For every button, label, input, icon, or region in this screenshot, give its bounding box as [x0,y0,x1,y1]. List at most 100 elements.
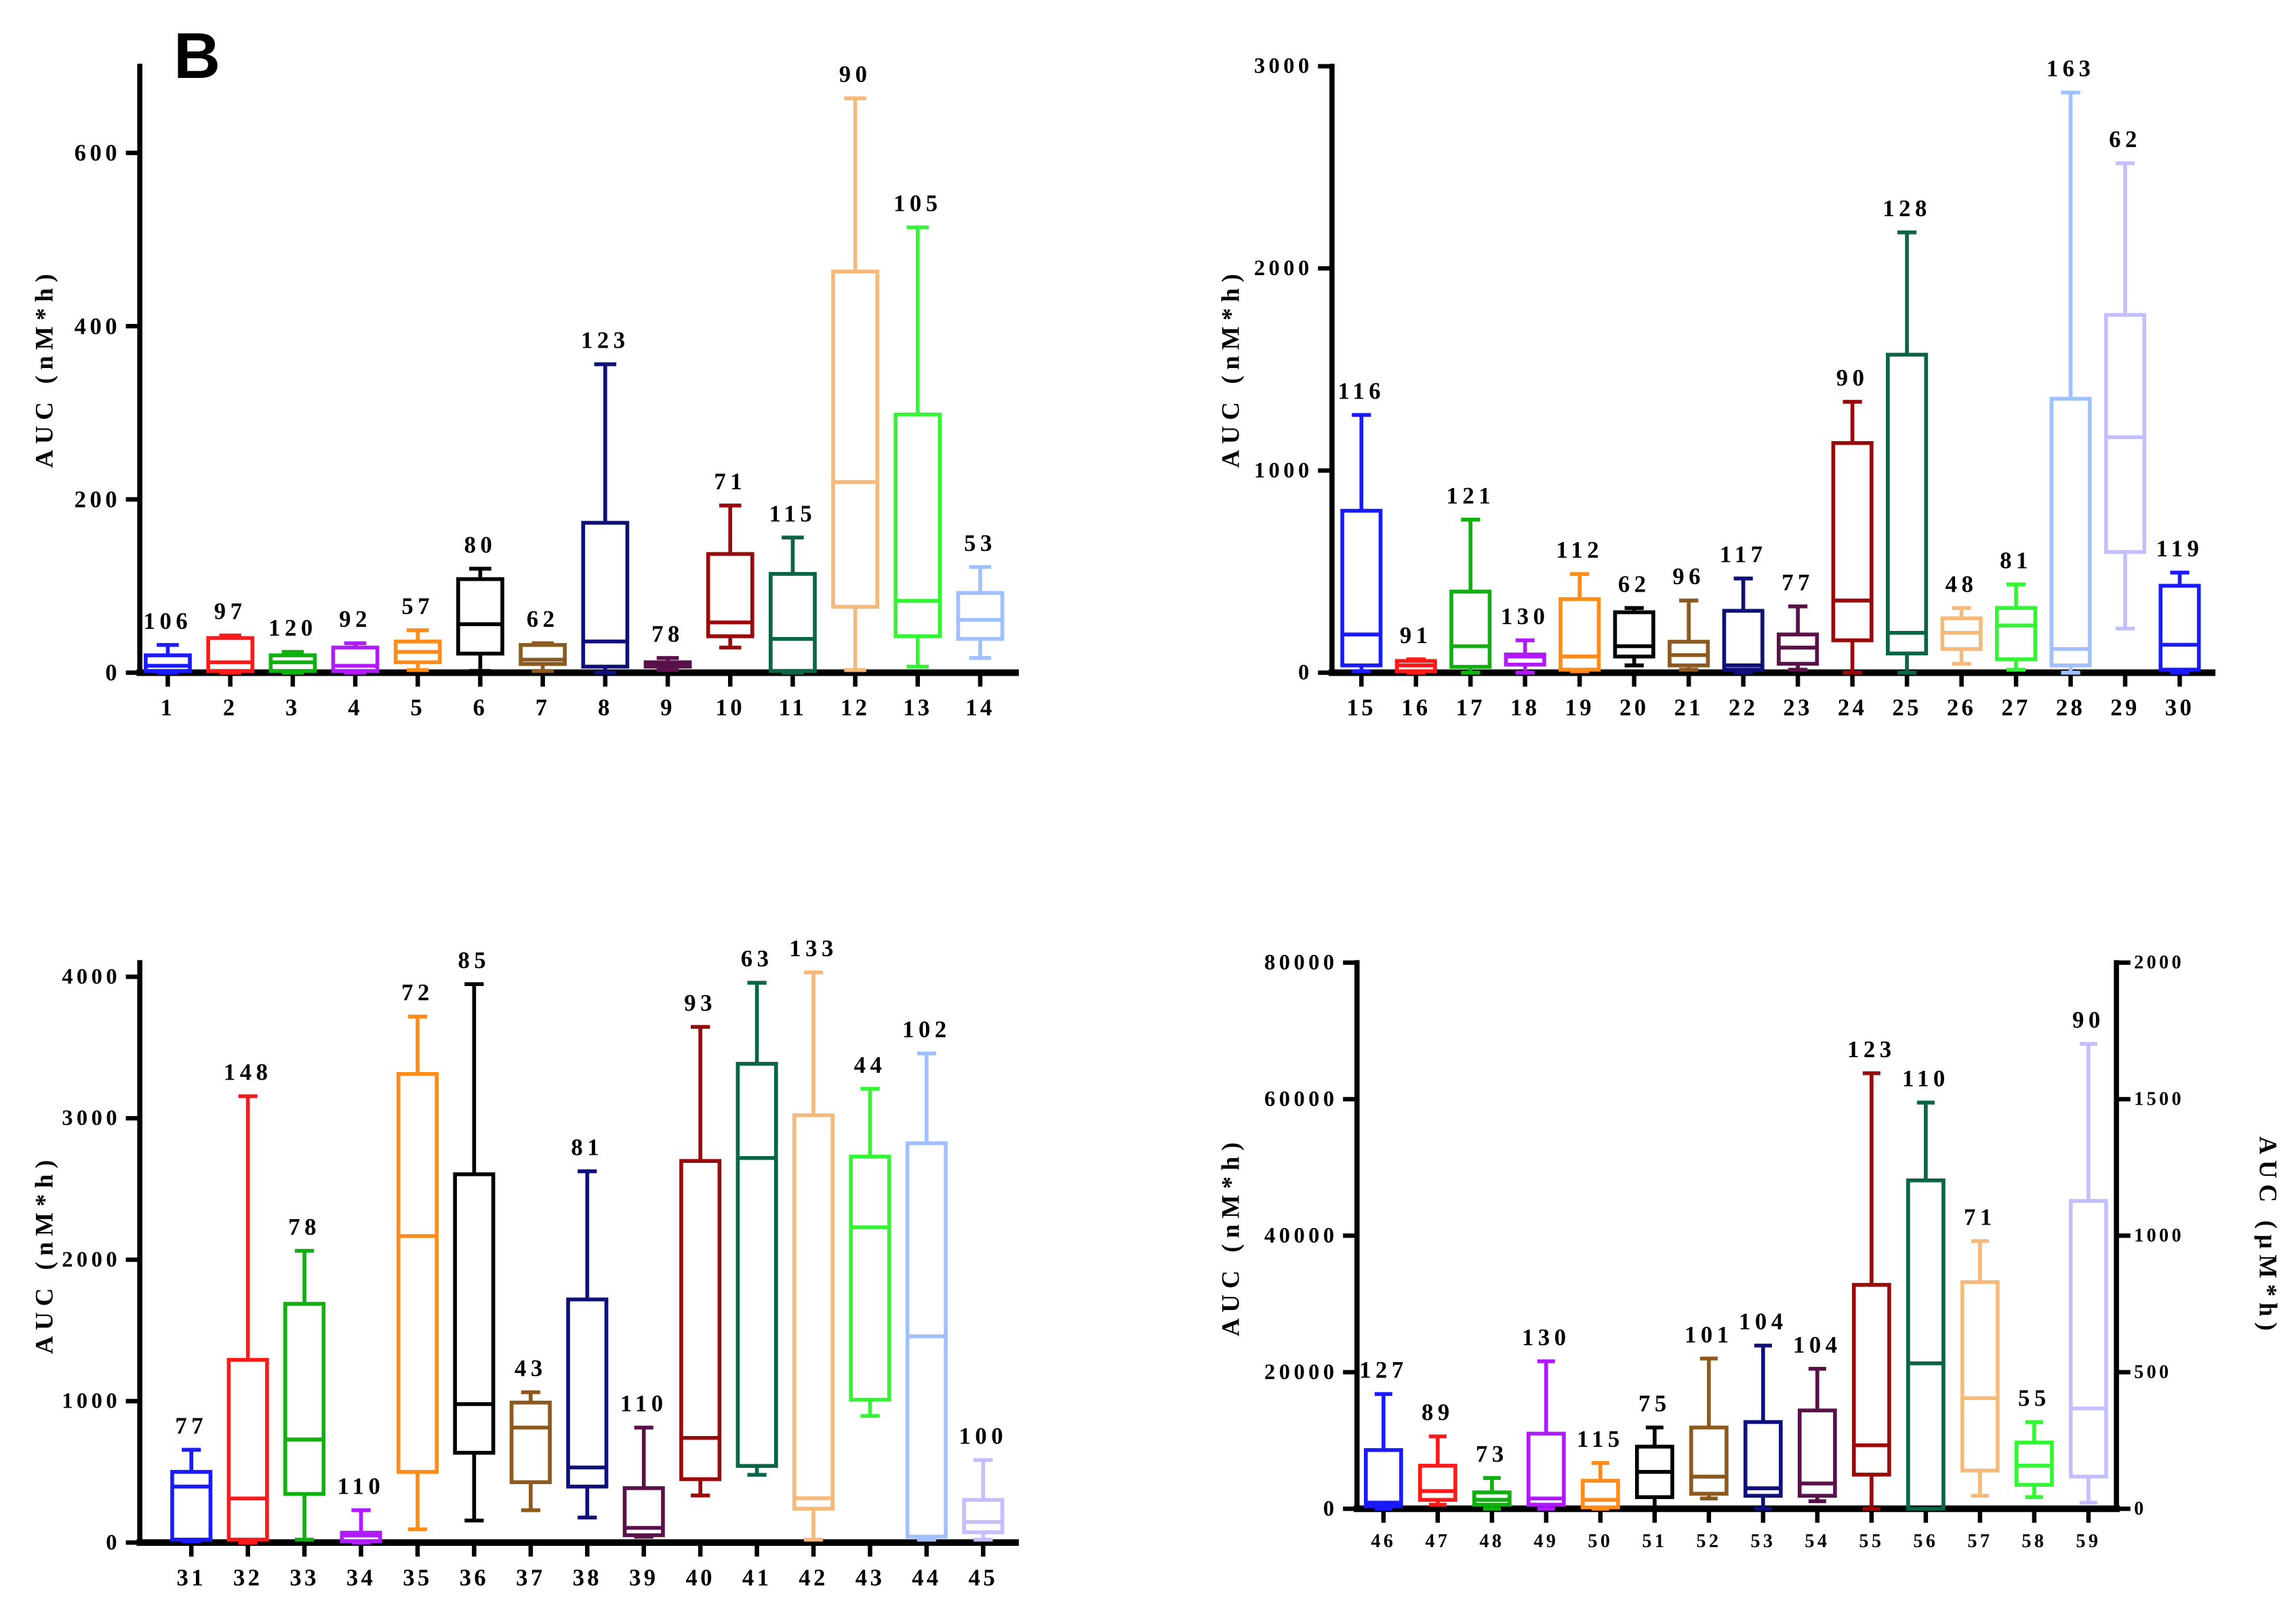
y-tick-label: 0 [106,1530,121,1555]
box-plot-1: 106 [144,608,192,675]
iqr-box [1449,590,1492,669]
iqr-box [1994,606,2038,661]
y-axis-label: AUC (nM*h) [31,268,59,468]
box-plot-22: 117 [1720,541,1767,675]
box-plot-7: 62 [519,606,567,673]
x-tick-label: 3 [285,695,300,721]
n-label: 112 [1556,537,1603,563]
y-tick-label: 0 [1323,1496,1338,1521]
box-plot-41: 63 [736,945,778,1477]
iqr-box [566,1297,609,1489]
x-tick-label: 38 [573,1564,602,1591]
box-plot-20: 62 [1613,571,1655,668]
n-label: 72 [401,979,434,1006]
x-tick-label: 48 [1479,1531,1504,1552]
box-plot-14: 53 [956,530,1005,660]
x-tick-label: 24 [1838,695,1867,721]
box-plot-38: 81 [566,1134,609,1520]
x-tick-label: 46 [1371,1531,1396,1552]
x-tick-label: 2 [223,695,238,721]
y2-tick-label: 500 [2134,1361,2171,1382]
box-plot-42: 133 [789,935,835,1542]
y-tick-label: 40000 [1264,1223,1338,1248]
iqr-box [1364,1448,1403,1509]
n-label: 89 [1422,1399,1454,1426]
y-tick-label: 0 [105,659,121,686]
box-plot-24: 90 [1831,365,1874,675]
box-plot-59: 90 [2068,1006,2108,1505]
n-label: 105 [893,190,942,217]
x-tick-label: 8 [598,695,613,721]
x-tick-label: 55 [1859,1531,1884,1552]
box-plot-3: 120 [268,615,317,675]
box-plot-47: 89 [1418,1399,1457,1507]
y-tick-label: 4000 [62,964,121,989]
box-plot-9: 78 [643,621,692,672]
iqr-box [893,412,942,638]
iqr-box [849,1154,891,1402]
box-plot-19: 112 [1556,537,1603,674]
x-tick-label: 19 [1565,695,1594,721]
n-label: 81 [571,1134,603,1160]
iqr-box [905,1141,948,1539]
box-plot-11: 115 [769,500,817,675]
box-plot-16: 91 [1394,622,1437,675]
iqr-box [769,572,817,673]
n-label: 104 [1739,1309,1788,1335]
iqr-box [622,1486,665,1538]
y-tick-label: 3000 [1254,54,1313,79]
x-tick-label: 51 [1642,1531,1667,1552]
box-plot-48: 73 [1472,1441,1512,1511]
box-plot-44: 102 [902,1017,948,1542]
n-label: 90 [839,61,872,87]
x-tick-label: 26 [1947,695,1976,721]
iqr-box [2014,1440,2054,1487]
n-label: 80 [464,531,497,558]
iqr-box [1340,508,1383,668]
iqr-box [1743,1420,1783,1498]
box-plot-45: 100 [959,1423,1008,1542]
x-tick-label: 12 [841,695,870,721]
iqr-box [679,1159,722,1481]
box-plot-58: 55 [2014,1385,2054,1500]
x-tick-label: 43 [855,1564,885,1591]
iqr-box [226,1357,269,1542]
n-label: 85 [458,947,491,973]
x-tick-label: 56 [1913,1531,1938,1552]
n-label: 48 [1946,571,1978,597]
iqr-box [2103,312,2147,554]
x-tick-label: 23 [1783,695,1812,721]
x-tick-label: 11 [779,695,807,721]
n-label: 120 [268,615,317,641]
x-tick-label: 49 [1533,1531,1558,1552]
x-tick-label: 59 [2076,1531,2101,1552]
x-tick-label: 57 [1967,1531,1992,1552]
x-tick-label: 6 [473,695,488,721]
n-label: 119 [2156,535,2204,562]
x-tick-label: 45 [969,1564,998,1591]
n-label: 117 [1720,541,1767,568]
x-tick-label: 37 [516,1564,545,1591]
n-label: 104 [1793,1332,1842,1358]
y-tick-label: 2000 [62,1248,121,1272]
box-plot-27: 81 [1994,547,2038,672]
x-tick-label: 20 [1619,695,1649,721]
panel-3: 0 1000 2000 3000 4000 AUC (nM*h) 31 32 33 34 35 36 3… [31,935,1019,1591]
x-tick-label: 1 [161,695,176,721]
n-label: 90 [1836,365,1869,391]
n-label: 71 [1964,1204,1996,1231]
n-label: 121 [1446,483,1495,509]
y-tick-label: 20000 [1264,1360,1338,1384]
n-label: 100 [959,1423,1008,1450]
x-tick-label: 52 [1696,1531,1721,1552]
x-tick-label: 31 [177,1564,206,1591]
n-label: 43 [515,1355,547,1382]
n-label: 62 [527,606,559,632]
box-plot-54: 104 [1793,1332,1842,1504]
iqr-box [396,1071,439,1474]
x-tick-label: 17 [1456,695,1485,721]
n-label: 115 [769,500,817,527]
y-tick-label: 3000 [62,1106,121,1130]
panel-label: B [174,20,220,92]
n-label: 97 [214,598,247,625]
